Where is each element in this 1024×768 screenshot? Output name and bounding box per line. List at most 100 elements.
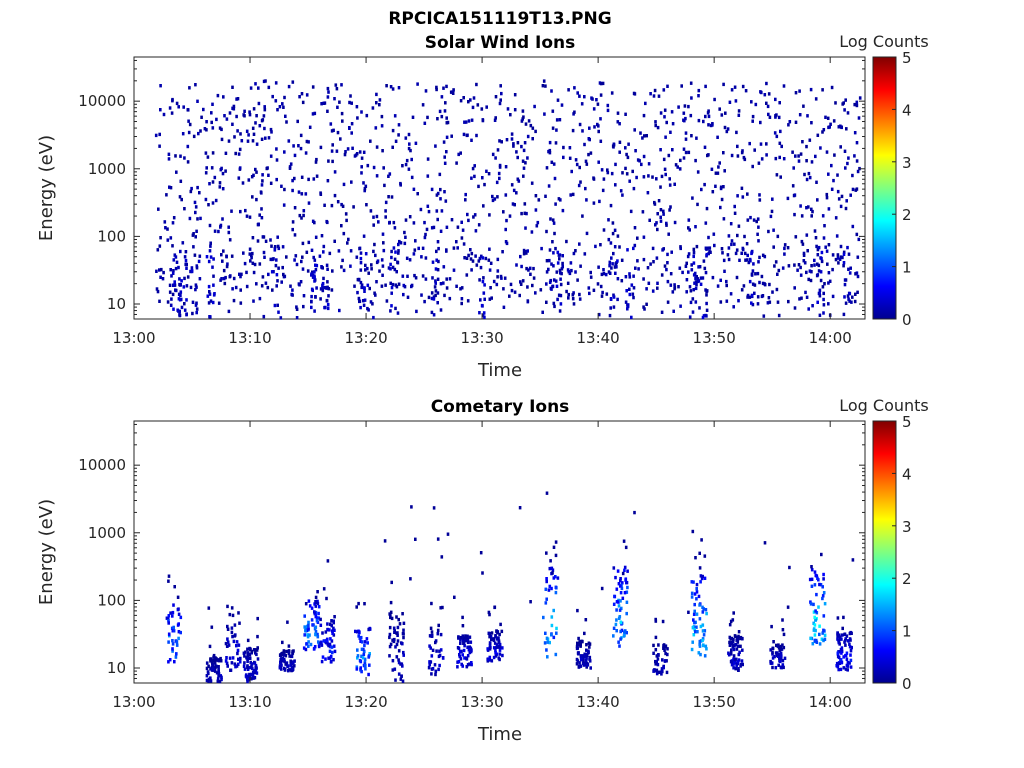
spectrogram-cell — [551, 284, 554, 289]
spectrogram-cell — [316, 601, 320, 606]
spectrogram-cell — [244, 650, 247, 654]
spectrogram-cell — [687, 226, 690, 230]
spectrogram-cell — [190, 186, 193, 191]
spectrogram-cell — [617, 604, 621, 608]
spectrogram-cell — [777, 663, 780, 667]
spectrogram-cell — [356, 116, 359, 120]
spectrogram-cell — [397, 282, 401, 286]
spectrogram-cell — [685, 261, 688, 265]
spectrogram-cell — [767, 92, 771, 96]
spectrogram-cell — [716, 135, 719, 139]
colorbar-tick-label: 0 — [902, 675, 912, 693]
spectrogram-cell — [732, 647, 736, 652]
spectrogram-cell — [273, 303, 277, 308]
spectrogram-cell — [754, 272, 757, 276]
spectrogram-cell — [360, 156, 364, 160]
spectrogram-cell — [847, 297, 850, 301]
spectrogram-cell — [358, 246, 362, 250]
spectrogram-cell — [549, 559, 552, 563]
spectrogram-cell — [562, 145, 565, 150]
spectrogram-cell — [381, 264, 385, 268]
spectrogram-cell — [746, 295, 749, 299]
spectrogram-cell — [554, 590, 558, 595]
spectrogram-cell — [479, 298, 482, 302]
spectrogram-cell — [412, 252, 416, 256]
spectrogram-cell — [392, 626, 396, 630]
spectrogram-cell — [810, 264, 813, 268]
spectrogram-cell — [524, 122, 528, 126]
spectrogram-cell — [159, 108, 162, 112]
spectrogram-cell — [782, 157, 786, 161]
colorbar — [872, 420, 897, 684]
spectrogram-cell — [806, 249, 809, 253]
spectrogram-cell — [465, 635, 468, 640]
spectrogram-cell — [771, 197, 774, 201]
spectrogram-cell — [813, 633, 817, 637]
spectrogram-cell — [366, 266, 369, 271]
spectrogram-cell — [155, 269, 158, 273]
spectrogram-cell — [179, 630, 182, 635]
spectrogram-cell — [547, 184, 551, 188]
spectrogram-cell — [741, 636, 744, 641]
spectrogram-cell — [402, 628, 405, 632]
spectrogram-cell — [608, 260, 612, 264]
spectrogram-cell — [308, 604, 312, 608]
spectrogram-cell — [283, 187, 286, 192]
spectrogram-cell — [550, 89, 553, 93]
spectrogram-cell — [297, 282, 301, 286]
spectrogram-cell — [255, 652, 258, 657]
spectrogram-cell — [677, 285, 680, 289]
spectrogram-cell — [838, 642, 841, 646]
spectrogram-cell — [513, 290, 517, 294]
spectrogram-cell — [797, 159, 801, 163]
spectrogram-cell — [761, 281, 765, 286]
spectrogram-cell — [550, 566, 554, 570]
spectrogram-cell — [194, 83, 197, 87]
spectrogram-cell — [692, 612, 696, 616]
spectrogram-cell — [704, 608, 708, 612]
spectrogram-cell — [529, 272, 532, 276]
spectrogram-cell — [232, 298, 236, 303]
spectrogram-cell — [583, 652, 586, 656]
spectrogram-cell — [346, 241, 349, 245]
spectrogram-cell — [687, 270, 690, 274]
spectrogram-cell — [423, 220, 426, 225]
spectrogram-cell — [837, 261, 840, 265]
spectrogram-cell — [545, 551, 548, 555]
spectrogram-cell — [255, 282, 258, 286]
spectrogram-cell — [397, 86, 401, 90]
spectrogram-cell — [787, 299, 790, 304]
spectrogram-cell — [313, 270, 316, 274]
spectrogram-cell — [439, 229, 443, 233]
spectrogram-cell — [225, 644, 229, 648]
spectrogram-cell — [362, 652, 366, 656]
spectrogram-cell — [719, 300, 723, 304]
spectrogram-cell — [843, 282, 847, 287]
spectrogram-cell — [558, 257, 561, 261]
spectrogram-cell — [251, 670, 255, 675]
spectrogram-cell — [774, 651, 778, 655]
spectrogram-cell — [217, 229, 220, 234]
spectrogram-cell — [657, 643, 660, 647]
spectrogram-cell — [195, 310, 198, 315]
spectrogram-cell — [666, 261, 669, 265]
spectrogram-cell — [250, 255, 253, 260]
spectrogram-cell — [183, 302, 186, 306]
spectrogram-cell — [823, 602, 827, 606]
spectrogram-cell — [616, 111, 620, 115]
spectrogram-cell — [822, 128, 826, 132]
spectrogram-cell — [530, 230, 534, 234]
spectrogram-cell — [810, 577, 814, 581]
spectrogram-cell — [849, 665, 853, 669]
spectrogram-cell — [654, 619, 658, 623]
spectrogram-cell — [751, 302, 755, 307]
spectrogram-cell — [842, 312, 846, 317]
spectrogram-cell — [590, 96, 593, 100]
spectrogram-cell — [389, 309, 392, 313]
spectrogram-cell — [844, 166, 847, 170]
spectrogram-cell — [729, 222, 733, 226]
spectrogram-cell — [354, 629, 357, 634]
spectrogram-cell — [513, 93, 517, 97]
spectrogram-cell — [735, 130, 738, 135]
spectrogram-cell — [840, 660, 844, 664]
